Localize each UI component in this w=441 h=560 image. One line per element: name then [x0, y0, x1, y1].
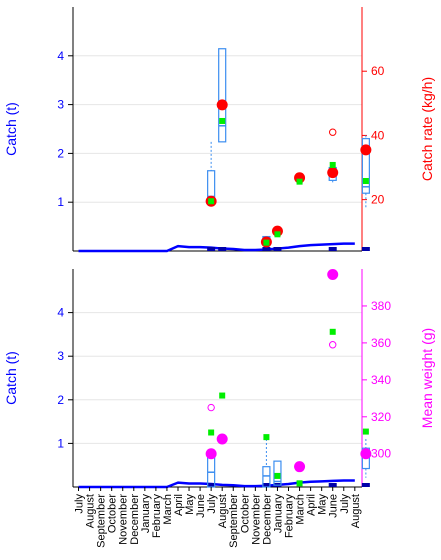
x-axis-month-label: June: [328, 494, 340, 518]
green-point: [208, 198, 215, 205]
catch-bar: [361, 247, 370, 251]
x-axis-month-label: September: [96, 494, 108, 548]
catch-line: [78, 479, 355, 489]
left-axis-tick-label: 4: [57, 306, 64, 320]
green-point: [296, 480, 303, 487]
mean-point: [327, 167, 339, 179]
x-axis-month-label: March: [162, 494, 174, 525]
x-axis-month-label: May: [184, 494, 196, 515]
catch-bar: [218, 247, 227, 251]
x-axis-month-label: April: [173, 494, 185, 516]
x-axis-month-label: December: [261, 494, 273, 545]
x-axis-month-label: July: [74, 494, 86, 514]
x-axis-month-label: October: [107, 494, 119, 533]
right-axis-tick-label: 60: [371, 64, 385, 78]
mean-point: [327, 269, 339, 281]
mean-point: [216, 99, 228, 111]
catch-line: [78, 242, 355, 253]
open-point: [329, 341, 337, 349]
mean-point: [294, 461, 306, 473]
left-axis-tick-label: 1: [57, 436, 64, 450]
mean-point: [360, 144, 372, 156]
right-axis-title: Mean weight (g): [419, 328, 435, 428]
x-axis-month-label: August: [350, 494, 362, 528]
green-point: [274, 472, 281, 479]
catch-bar: [273, 247, 282, 251]
green-point: [362, 178, 369, 185]
mean-point: [216, 433, 228, 445]
x-axis-month-label: August: [217, 494, 229, 528]
open-point: [207, 403, 215, 412]
top-panel: 1 2 3 4 Catch (t) 20 40 60 Catch rate (kg/h): [3, 7, 435, 253]
right-axis-tick-label: 300: [371, 447, 391, 461]
box: [361, 138, 370, 194]
green-point: [274, 231, 281, 238]
x-axis-month-label: November: [118, 494, 130, 545]
x-axis-month-label: November: [250, 494, 262, 545]
green-point: [219, 392, 226, 399]
catch-bar: [361, 483, 370, 487]
left-axis-title: Catch (t): [3, 102, 19, 156]
month-axis-labels: July August September October November Decemb…: [74, 487, 362, 548]
left-axis-tick-label: 3: [57, 349, 64, 363]
box: [273, 460, 282, 486]
right-axis-tick-label: 320: [371, 410, 391, 424]
open-point: [329, 128, 337, 136]
x-axis-month-label: March: [295, 494, 307, 525]
x-axis-month-label: June: [195, 494, 207, 518]
left-axis-tick-label: 1: [57, 195, 64, 209]
x-axis-month-label: February: [151, 494, 163, 539]
catch-bar: [207, 247, 216, 251]
x-axis-month-label: October: [239, 494, 251, 533]
mean-point: [360, 448, 372, 460]
box: [361, 447, 370, 470]
green-point: [263, 239, 270, 246]
right-axis-title: Catch rate (kg/h): [419, 77, 435, 181]
x-axis-month-label: April: [306, 494, 318, 516]
x-axis-month-label: May: [317, 494, 329, 515]
green-point: [362, 428, 369, 435]
green-point: [296, 178, 303, 185]
catch-bar: [328, 483, 337, 487]
x-axis-month-label: August: [85, 494, 97, 528]
x-axis-month-label: January: [272, 494, 284, 534]
catch-bar: [262, 483, 271, 487]
x-axis-month-label: January: [140, 494, 152, 534]
x-axis-month-label: February: [284, 494, 296, 539]
catch-bar: [262, 247, 271, 251]
x-axis-month-label: July: [206, 494, 218, 514]
bottom-panel: 1 2 3 4 Catch (t) 300 320 340 360 380 Mean weight …: [3, 269, 435, 489]
left-axis-tick-label: 2: [57, 146, 64, 160]
catch-bar: [207, 483, 216, 487]
right-axis-tick-label: 40: [371, 128, 385, 142]
x-axis-month-label: September: [228, 494, 240, 548]
green-point: [208, 429, 215, 436]
green-point: [219, 117, 226, 124]
left-axis-title: Catch (t): [3, 351, 19, 405]
left-axis-tick-label: 4: [57, 49, 64, 63]
left-axis-tick-label: 3: [57, 98, 64, 112]
green-point: [263, 434, 270, 441]
x-axis-month-label: December: [129, 494, 141, 545]
mean-point: [205, 448, 217, 460]
right-axis-tick-label: 380: [371, 299, 391, 313]
right-axis-tick-label: 20: [371, 193, 385, 207]
right-axis-tick-label: 360: [371, 336, 391, 350]
left-axis-tick-label: 2: [57, 393, 64, 407]
green-point: [329, 161, 336, 168]
green-point: [329, 328, 336, 335]
right-axis-tick-label: 340: [371, 373, 391, 387]
catch-bar: [328, 247, 337, 251]
x-axis-month-label: July: [339, 494, 351, 514]
box: [218, 48, 227, 143]
